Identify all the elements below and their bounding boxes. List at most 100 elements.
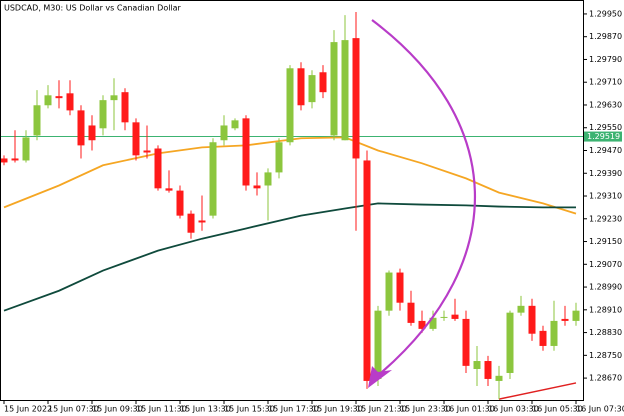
candle-body xyxy=(506,312,514,373)
x-tick-label: 15 Jun 23:30 xyxy=(400,405,451,414)
x-tick-label: 16 Jun 01:30 xyxy=(444,405,495,414)
plot-border xyxy=(0,0,584,401)
candle xyxy=(220,115,228,146)
y-tick-label: 1.29630 xyxy=(589,100,622,109)
candle xyxy=(352,11,360,231)
candle xyxy=(121,88,129,131)
candle-body xyxy=(132,122,140,156)
candle xyxy=(308,70,316,109)
candle-body xyxy=(473,361,481,369)
candle-body xyxy=(44,95,52,106)
y-tick-label: 1.29070 xyxy=(589,260,622,269)
candle-body xyxy=(33,105,41,136)
y-tick-label: 1.29950 xyxy=(589,9,622,18)
candle xyxy=(385,270,393,316)
candle-body xyxy=(517,305,525,313)
candle-body xyxy=(451,314,459,319)
candle-body xyxy=(330,42,338,136)
candle xyxy=(165,170,173,193)
candle-body xyxy=(253,185,261,189)
candle xyxy=(88,115,96,151)
candle xyxy=(539,325,547,351)
candle-body xyxy=(528,305,536,334)
candle xyxy=(297,62,305,111)
candle xyxy=(550,300,558,351)
y-tick-label: 1.29390 xyxy=(589,169,622,178)
candle-body xyxy=(99,100,107,129)
candle xyxy=(154,145,162,191)
y-tick-label: 1.28910 xyxy=(589,305,622,314)
x-tick-label: 15 Jun 19:30 xyxy=(312,405,363,414)
y-tick-label: 1.29310 xyxy=(589,192,622,201)
candle-body xyxy=(429,317,437,329)
candle-body xyxy=(198,220,206,223)
y-tick-label: 1.28990 xyxy=(589,283,622,292)
candle-body xyxy=(121,92,129,123)
candle xyxy=(451,298,459,321)
candle xyxy=(363,150,371,389)
candle-body xyxy=(143,150,151,153)
candle-body xyxy=(110,95,118,101)
candle xyxy=(429,310,437,331)
candle-body xyxy=(209,142,217,216)
y-tick-label: 1.28670 xyxy=(589,374,622,383)
candle xyxy=(33,90,41,141)
candle xyxy=(462,310,470,373)
candle xyxy=(187,210,195,239)
candle-body xyxy=(308,75,316,103)
candle-body xyxy=(561,318,569,321)
candle-body xyxy=(187,213,195,233)
moving-average xyxy=(3,136,577,215)
candle-body xyxy=(66,93,74,111)
candle-body xyxy=(352,38,360,159)
candle xyxy=(440,310,448,321)
y-tick-label: 1.29150 xyxy=(589,237,622,246)
x-tick-label: 16 Jun 05:30 xyxy=(532,405,583,414)
candle xyxy=(99,95,107,136)
candle-body xyxy=(440,316,448,318)
x-tick-label: 15 Jun 17:30 xyxy=(268,405,319,414)
candle xyxy=(55,80,63,109)
candle-body xyxy=(242,118,250,186)
candle-body xyxy=(275,142,283,173)
candle-body xyxy=(286,68,294,143)
x-tick-label: 15 Jun 09:30 xyxy=(92,405,143,414)
candle xyxy=(517,295,525,316)
y-tick-label: 1.29790 xyxy=(589,55,622,64)
candle xyxy=(77,105,85,159)
x-tick-label: 15 Jun 21:30 xyxy=(356,405,407,414)
candle-body xyxy=(165,188,173,191)
x-tick-label: 15 Jun 15:30 xyxy=(224,405,275,414)
candle xyxy=(264,168,272,221)
candle xyxy=(506,310,514,379)
candle-body xyxy=(22,137,30,161)
candle-body xyxy=(264,172,272,186)
candle-body xyxy=(176,190,184,216)
candle xyxy=(561,305,569,326)
candle xyxy=(44,85,52,109)
y-tick-label: 1.29550 xyxy=(589,123,622,132)
candle-body xyxy=(77,110,85,146)
candle-body xyxy=(418,320,426,329)
price-label: 1.29519 xyxy=(587,132,620,141)
candle-body xyxy=(154,148,162,189)
candle xyxy=(0,155,8,166)
x-tick-label: 15 Jun 2022 xyxy=(4,405,52,414)
candle xyxy=(528,298,536,341)
candle xyxy=(286,65,294,146)
moving-average xyxy=(498,382,577,400)
candle-body xyxy=(484,361,492,379)
y-tick-label: 1.28750 xyxy=(589,351,622,360)
candle xyxy=(319,65,327,99)
candle-body xyxy=(572,310,580,321)
candle xyxy=(231,118,239,131)
candle xyxy=(330,30,338,141)
y-tick-label: 1.28830 xyxy=(589,328,622,337)
x-tick-label: 15 Jun 13:30 xyxy=(180,405,231,414)
candle xyxy=(572,302,580,326)
candle xyxy=(407,290,415,326)
price-label-box xyxy=(584,131,622,142)
candle xyxy=(275,138,283,179)
